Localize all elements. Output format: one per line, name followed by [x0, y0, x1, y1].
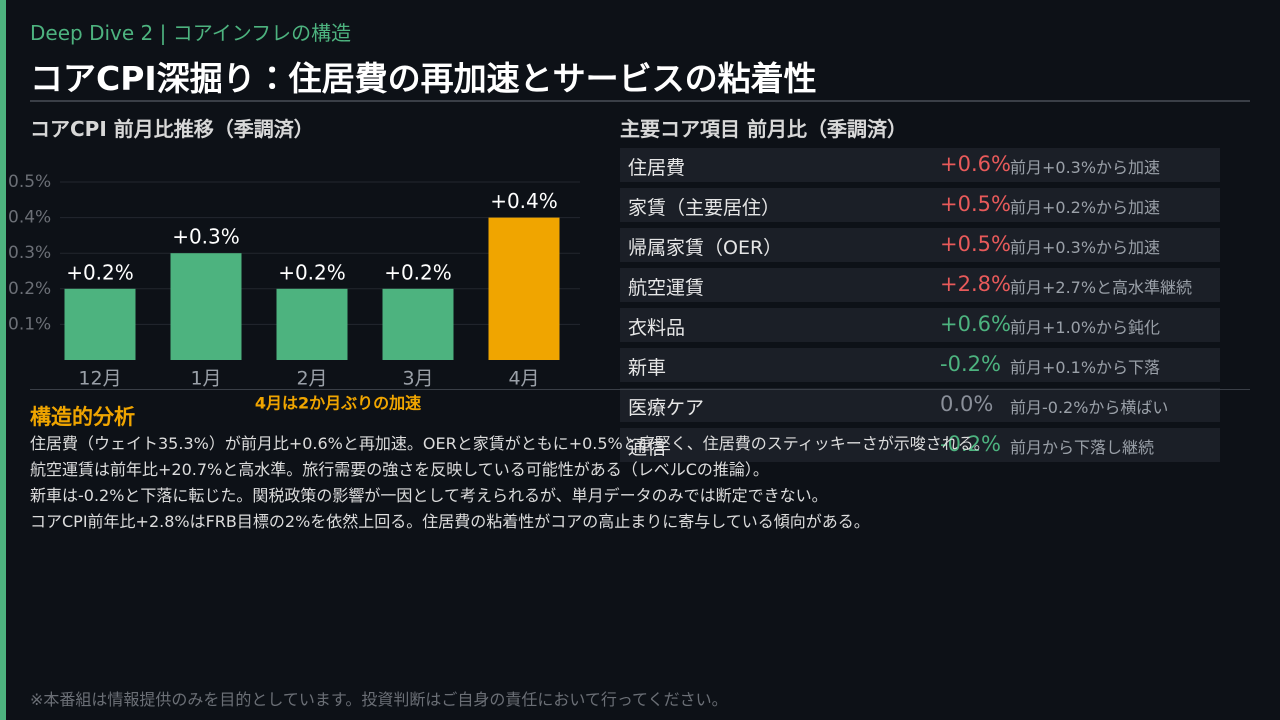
- item-name: 航空運賃: [628, 277, 705, 299]
- value-label: +0.3%: [172, 225, 240, 249]
- table-row: 衣料品 +0.6% 前月+1.0%から鈍化: [620, 308, 1220, 342]
- item-name: 通信: [628, 437, 667, 459]
- item-note: 前月+2.7%と高水準継続: [1010, 278, 1193, 297]
- analysis-line: 航空運賃は前年比+20.7%と高水準。旅行需要の強さを反映している可能性がある（…: [30, 460, 769, 479]
- bar: [170, 253, 242, 360]
- item-note: 前月+0.1%から下落: [1010, 358, 1161, 377]
- item-value: +0.6%: [940, 312, 1011, 336]
- item-note: 前月から下落し継続: [1010, 438, 1155, 457]
- analysis-heading: 構造的分析: [30, 405, 135, 429]
- analysis-line: コアCPI前年比+2.8%はFRB目標の2%を依然上回る。住居費の粘着性がコアの…: [30, 512, 870, 531]
- item-note: 前月-0.2%から横ばい: [1010, 398, 1169, 417]
- item-name: 新車: [628, 357, 667, 379]
- item-value: +0.6%: [940, 152, 1011, 176]
- table-row: 家賃（主要居住） +0.5% 前月+0.2%から加速: [620, 188, 1220, 222]
- y-tick-label: 0.2%: [8, 279, 51, 299]
- x-tick-label: 1月: [190, 368, 221, 390]
- y-tick-label: 0.5%: [8, 172, 51, 192]
- table-row: 医療ケア 0.0% 前月-0.2%から横ばい: [620, 388, 1220, 422]
- table-row: 通信 -0.2% 前月から下落し継続: [620, 428, 1220, 462]
- annotation: 4月は2か月ぶりの加速: [255, 394, 421, 413]
- table-row: 住居費 +0.6% 前月+0.3%から加速: [620, 148, 1220, 182]
- bar: [64, 288, 136, 360]
- table-row: 帰属家賃（OER） +0.5% 前月+0.3%から加速: [620, 228, 1220, 262]
- divider: [30, 100, 1250, 102]
- x-tick-label: 3月: [402, 368, 433, 390]
- item-name: 帰属家賃（OER）: [628, 237, 783, 259]
- item-value: +0.5%: [940, 232, 1011, 256]
- item-value: 0.0%: [940, 392, 994, 416]
- value-label: +0.2%: [384, 260, 452, 284]
- analysis-line: 住居費（ウェイト35.3%）が前月比+0.6%と再加速。OERと家賃がともに+0…: [30, 434, 990, 453]
- table-row: 新車 -0.2% 前月+0.1%から下落: [620, 348, 1220, 382]
- item-value: -0.2%: [940, 352, 1001, 376]
- slide-title: コアCPI深掘り：住居費の再加速とサービスの粘着性: [30, 59, 817, 98]
- y-tick-label: 0.4%: [8, 208, 51, 228]
- value-label: +0.4%: [490, 189, 558, 213]
- value-label: +0.2%: [278, 260, 346, 284]
- chart: 0.1% 0.2% 0.3% 0.4% 0.5% +0.2% 12月 +0.3% 1月 +0.2%…: [8, 172, 580, 413]
- accent-bar: [0, 0, 6, 720]
- disclaimer: ※本番組は情報提供のみを目的としています。投資判断はご自身の責任において行ってく…: [30, 690, 728, 709]
- kicker: Deep Dive 2 | コアインフレの構造: [30, 21, 352, 45]
- bar: [382, 288, 454, 360]
- value-label: +0.2%: [66, 260, 134, 284]
- item-value: +0.5%: [940, 192, 1011, 216]
- item-value: +2.8%: [940, 272, 1011, 296]
- item-name: 衣料品: [628, 317, 686, 339]
- item-note: 前月+1.0%から鈍化: [1010, 318, 1161, 337]
- divider: [30, 389, 1250, 390]
- chart-title: コアCPI 前月比推移（季調済）: [30, 117, 314, 141]
- item-name: 住居費: [628, 157, 686, 179]
- y-tick-label: 0.1%: [8, 314, 51, 334]
- bar: [488, 217, 560, 360]
- bar: [276, 288, 348, 360]
- item-note: 前月+0.3%から加速: [1010, 238, 1161, 257]
- item-note: 前月+0.3%から加速: [1010, 158, 1161, 177]
- x-tick-label: 2月: [296, 368, 327, 390]
- analysis-line: 新車は-0.2%と下落に転じた。関税政策の影響が一因として考えられるが、単月デー…: [30, 486, 828, 505]
- x-tick-label: 12月: [78, 368, 121, 390]
- item-name: 医療ケア: [628, 397, 705, 419]
- item-name: 家賃（主要居住）: [628, 197, 781, 219]
- y-tick-label: 0.3%: [8, 243, 51, 263]
- item-note: 前月+0.2%から加速: [1010, 198, 1161, 217]
- x-tick-label: 4月: [508, 368, 539, 390]
- table-title: 主要コア項目 前月比（季調済）: [620, 117, 907, 141]
- item-value: -0.2%: [940, 432, 1001, 456]
- table-row: 航空運賃 +2.8% 前月+2.7%と高水準継続: [620, 268, 1220, 302]
